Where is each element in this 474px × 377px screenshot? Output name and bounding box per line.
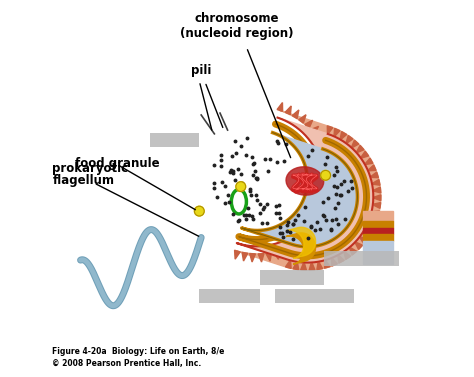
Bar — [363, 241, 393, 264]
Polygon shape — [277, 103, 283, 111]
Text: chromosome: chromosome — [195, 12, 279, 25]
Polygon shape — [340, 132, 346, 140]
Polygon shape — [250, 254, 255, 262]
Polygon shape — [305, 120, 312, 128]
Polygon shape — [322, 210, 330, 216]
Polygon shape — [258, 254, 264, 262]
Polygon shape — [371, 179, 380, 185]
Bar — [363, 221, 393, 228]
Polygon shape — [328, 126, 333, 135]
Text: prokaryotic: prokaryotic — [52, 162, 128, 175]
Polygon shape — [292, 110, 299, 119]
Polygon shape — [309, 262, 315, 270]
Polygon shape — [295, 240, 302, 249]
Polygon shape — [344, 251, 351, 259]
Polygon shape — [331, 257, 337, 266]
Ellipse shape — [286, 167, 324, 195]
Circle shape — [236, 182, 246, 192]
Polygon shape — [318, 217, 327, 224]
Polygon shape — [288, 244, 294, 253]
Polygon shape — [364, 158, 373, 165]
Text: flagellum: flagellum — [52, 174, 114, 187]
Polygon shape — [324, 149, 333, 155]
Bar — [363, 228, 393, 234]
Polygon shape — [363, 231, 372, 238]
Polygon shape — [242, 133, 357, 247]
Polygon shape — [346, 135, 353, 144]
Polygon shape — [349, 247, 356, 255]
Polygon shape — [369, 218, 378, 224]
Polygon shape — [373, 195, 381, 201]
Polygon shape — [337, 254, 344, 263]
Polygon shape — [330, 179, 339, 185]
Polygon shape — [299, 115, 306, 123]
Polygon shape — [301, 236, 309, 244]
Polygon shape — [351, 140, 359, 148]
Polygon shape — [329, 164, 337, 170]
Polygon shape — [359, 236, 367, 244]
Polygon shape — [328, 195, 337, 201]
Polygon shape — [317, 261, 323, 270]
Text: © 2008 Pearson Prentice Hall, Inc.: © 2008 Pearson Prentice Hall, Inc. — [52, 359, 201, 368]
Circle shape — [321, 170, 330, 180]
Polygon shape — [285, 260, 291, 268]
Polygon shape — [293, 261, 299, 270]
Polygon shape — [327, 156, 336, 162]
Text: pili: pili — [191, 64, 211, 77]
Polygon shape — [371, 211, 380, 217]
Polygon shape — [310, 126, 319, 134]
Text: (nucleoid region): (nucleoid region) — [180, 27, 294, 40]
Polygon shape — [301, 262, 307, 270]
Polygon shape — [285, 106, 291, 115]
Polygon shape — [360, 151, 369, 158]
Polygon shape — [370, 172, 378, 178]
Polygon shape — [334, 128, 340, 137]
Polygon shape — [286, 227, 316, 259]
Bar — [363, 234, 393, 241]
Polygon shape — [266, 253, 272, 261]
Polygon shape — [330, 172, 339, 177]
Polygon shape — [235, 250, 240, 259]
Polygon shape — [324, 259, 330, 268]
FancyBboxPatch shape — [199, 289, 260, 303]
Polygon shape — [329, 187, 338, 193]
Polygon shape — [308, 230, 316, 238]
Polygon shape — [235, 110, 381, 270]
Polygon shape — [367, 165, 376, 171]
Text: food granule: food granule — [75, 158, 160, 170]
Polygon shape — [355, 242, 363, 250]
Polygon shape — [273, 251, 279, 259]
Polygon shape — [372, 187, 381, 193]
Polygon shape — [366, 225, 375, 231]
Polygon shape — [320, 141, 329, 148]
Polygon shape — [286, 233, 316, 264]
Text: Figure 4-20a  Biology: Life on Earth, 8/e: Figure 4-20a Biology: Life on Earth, 8/e — [52, 347, 225, 356]
Polygon shape — [242, 252, 248, 261]
FancyBboxPatch shape — [260, 270, 324, 285]
Polygon shape — [316, 133, 324, 140]
Circle shape — [194, 206, 204, 216]
Polygon shape — [356, 146, 364, 153]
FancyBboxPatch shape — [324, 251, 399, 266]
Polygon shape — [325, 203, 334, 208]
FancyBboxPatch shape — [150, 133, 199, 147]
Polygon shape — [372, 202, 381, 208]
Polygon shape — [313, 224, 321, 231]
FancyBboxPatch shape — [275, 289, 354, 303]
Polygon shape — [281, 248, 287, 257]
Polygon shape — [237, 118, 374, 263]
Bar — [363, 211, 393, 221]
